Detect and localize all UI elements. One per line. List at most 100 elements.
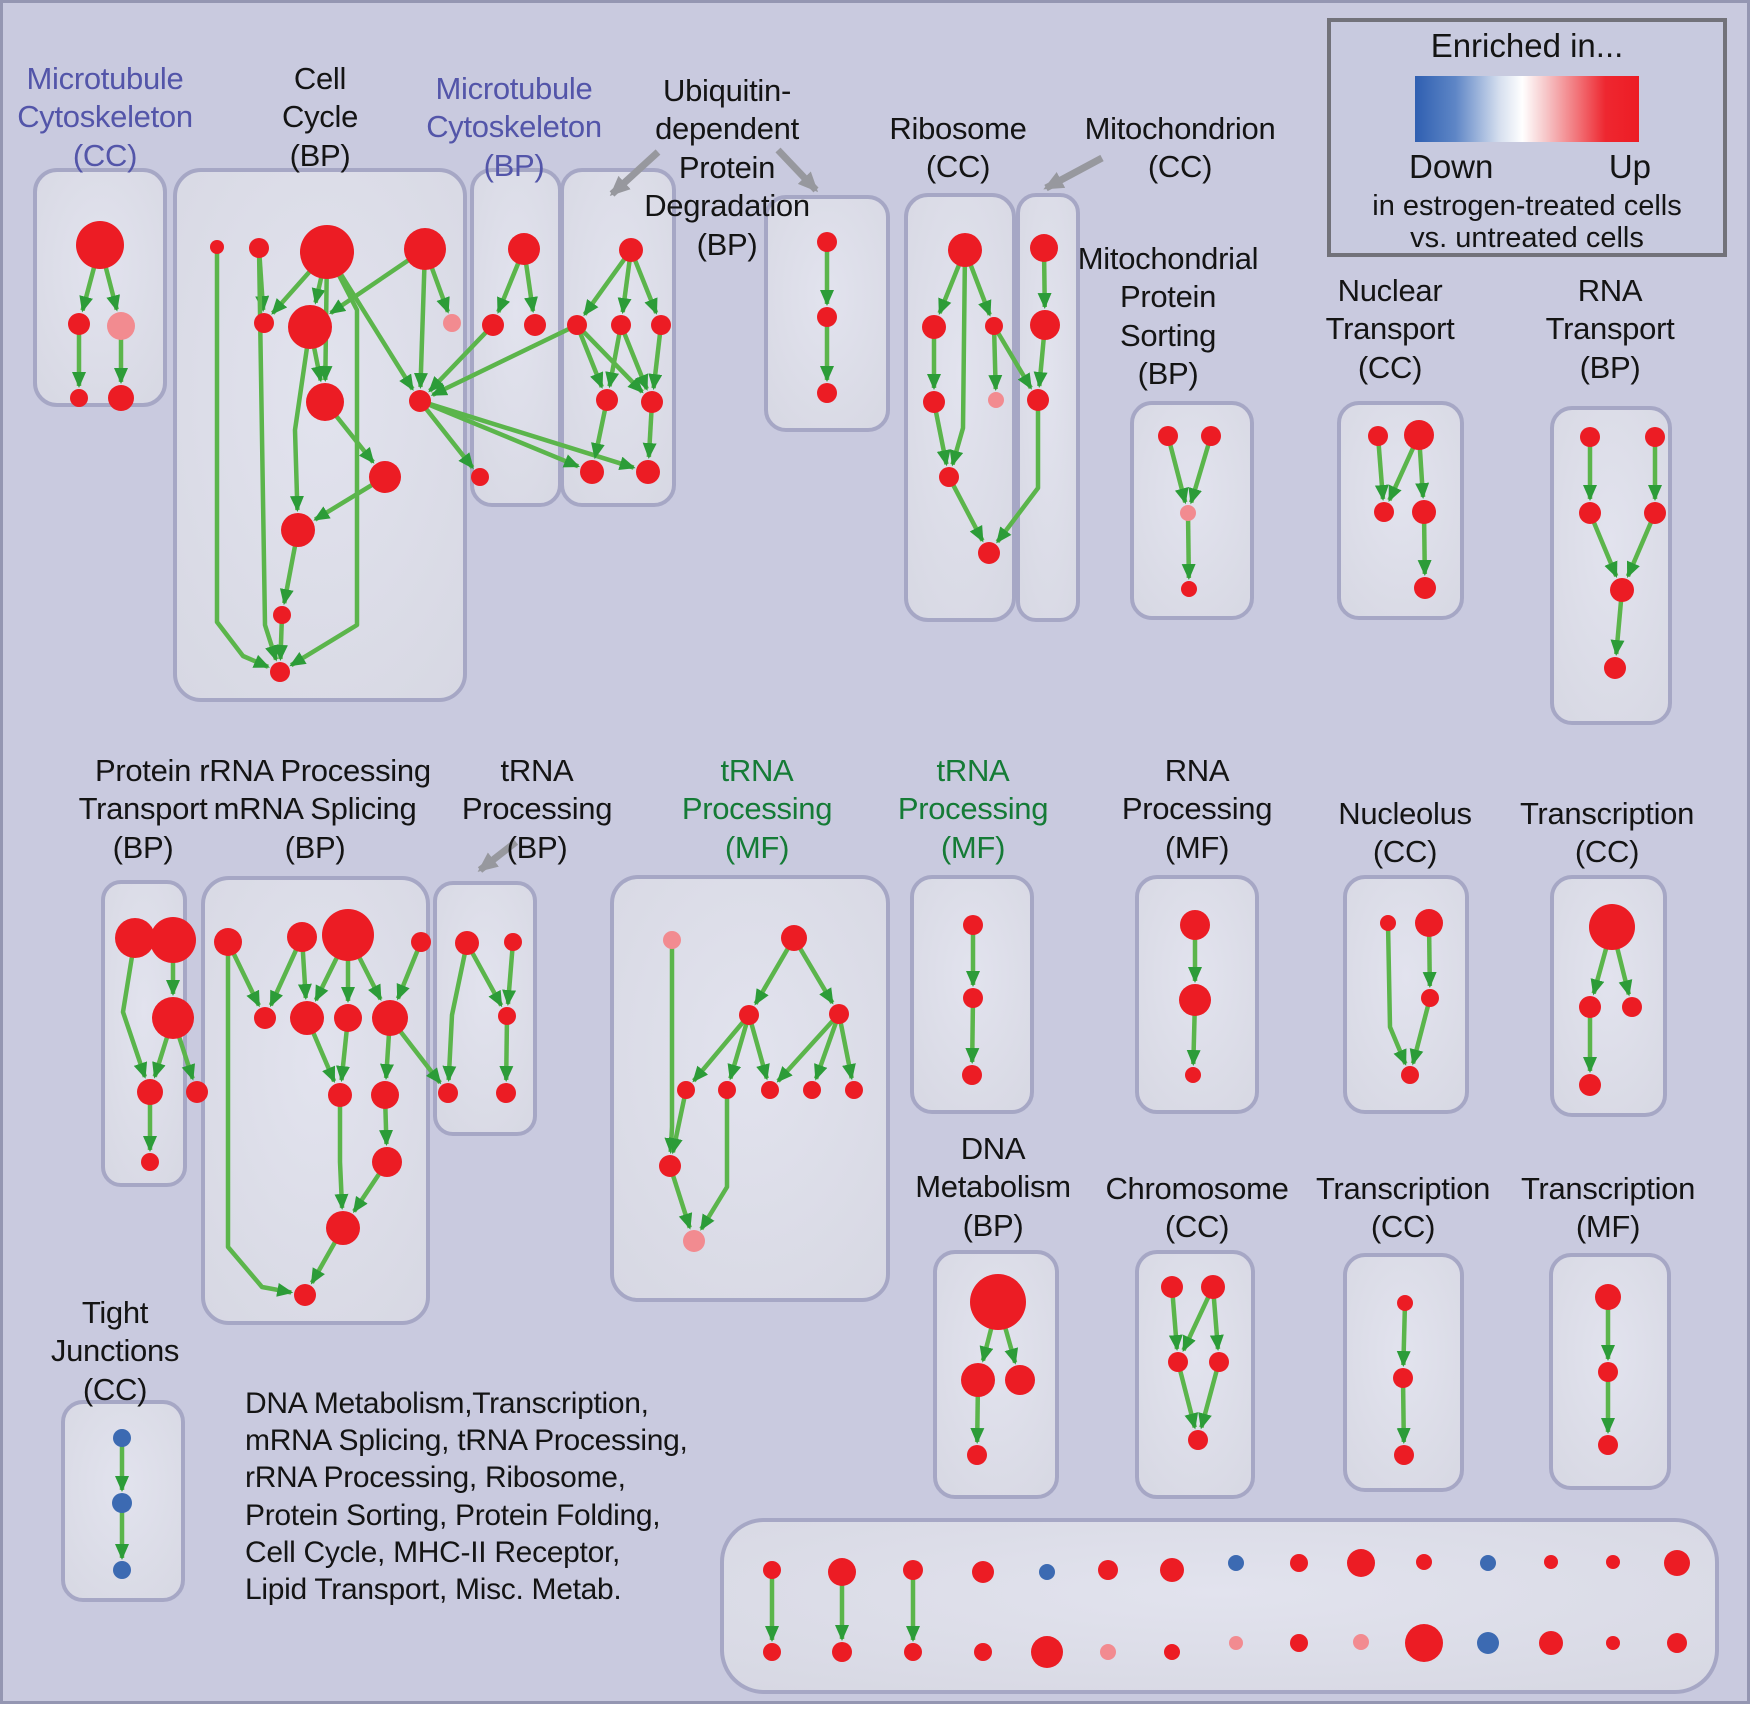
node-cc_p (443, 314, 461, 332)
edge (1168, 1295, 1183, 1352)
group-nodes (68, 221, 1690, 1668)
node-mi_m (1030, 310, 1060, 340)
edge (1037, 259, 1052, 310)
label-chromosome: Chromosome (CC) (1105, 1171, 1289, 1245)
edge (933, 410, 951, 467)
node-rb_r (985, 317, 1003, 335)
node-ms4 (1181, 581, 1197, 597)
label-mt-cc: Microtubule Cytoskeleton (CC) (17, 61, 193, 173)
node-tj2 (112, 1493, 132, 1513)
edge (1409, 1004, 1431, 1066)
node-mtcc3 (107, 312, 135, 340)
node-tm_l (739, 1005, 759, 1025)
node-wt2 (828, 1558, 856, 1586)
node-wt15 (1664, 1550, 1690, 1576)
edge (1177, 1369, 1199, 1430)
edge (1188, 443, 1211, 505)
node-ub_m1 (567, 315, 587, 335)
edge (268, 947, 299, 1008)
node-wb7 (1164, 1644, 1180, 1660)
node-cc_t4 (404, 228, 446, 270)
edge (120, 955, 148, 1079)
node-ms1 (1158, 426, 1178, 446)
label-rrna-processing: rRNA Processing mRNA Splicing (BP) (199, 753, 431, 865)
node-pt6 (141, 1153, 159, 1171)
node-tm_t (781, 925, 807, 951)
box-chromosome-box (1135, 1250, 1255, 1499)
node-sm1 (963, 915, 983, 935)
edge (1167, 443, 1189, 505)
label-transcription-cc-2: Transcription (CC) (1315, 1171, 1491, 1245)
label-mt-bp: Microtubule Cytoskeleton (BP) (426, 71, 602, 183)
edge (270, 269, 313, 315)
node-tb_k4 (438, 1083, 458, 1103)
node-wb12 (1477, 1632, 1499, 1654)
node-wb2 (832, 1642, 852, 1662)
edge (311, 275, 326, 305)
label-transcription-mf: Transcription (MF) (1520, 1171, 1696, 1245)
node-mt_b4 (471, 468, 489, 486)
label-dna-metabolism: DNA Metabolism (BP) (915, 1131, 1071, 1243)
node-rb_v (939, 467, 959, 487)
node-pt4 (137, 1079, 163, 1105)
label-trna-mf-2: tRNA Processing (MF) (897, 753, 1049, 865)
node-ch1 (1161, 1276, 1183, 1298)
node-tj3 (113, 1561, 131, 1579)
box-mt-cc-box (33, 168, 167, 407)
edge (313, 955, 340, 1002)
edge (648, 332, 663, 391)
box-cell-cycle-box (173, 168, 467, 702)
edge (617, 259, 632, 315)
label-rna-transport: RNA Transport (BP) (1545, 273, 1675, 385)
node-cc_g (270, 662, 290, 682)
edge (333, 413, 375, 464)
node-tb_k3 (498, 1007, 516, 1025)
node-wt3 (903, 1560, 923, 1580)
edge (496, 261, 521, 314)
box-dna-met-box (933, 1250, 1059, 1499)
edge (1396, 1385, 1411, 1445)
node-cc_c (306, 383, 344, 421)
node-tm_a (659, 1155, 681, 1177)
pointer-arrow-to-mito-box (1043, 154, 1104, 192)
node-v3 (817, 383, 837, 403)
node-ms3 (1180, 505, 1196, 521)
node-tc1 (1589, 904, 1635, 950)
edge (1002, 1326, 1019, 1365)
edge (691, 1019, 746, 1083)
node-tm_b2 (718, 1081, 736, 1099)
node-wb9 (1290, 1634, 1308, 1652)
node-mi_t (1030, 234, 1058, 262)
node-tm_b1 (677, 1081, 695, 1099)
node-rt4 (1644, 502, 1666, 524)
node-nt2 (1404, 420, 1434, 450)
node-wb3 (904, 1643, 922, 1661)
node-rr_h1 (254, 1007, 276, 1029)
node-wt5 (1039, 1564, 1055, 1580)
node-rr_h2 (290, 1001, 324, 1035)
node-mtcc2 (68, 313, 90, 335)
node-rr_g3 (322, 909, 374, 961)
pointer-arrow-to-ub-box2 (775, 147, 819, 193)
edge (231, 951, 261, 1008)
edge (352, 1171, 382, 1214)
edge (313, 482, 375, 522)
node-nu2 (1415, 909, 1443, 937)
edge (580, 329, 644, 394)
edge (214, 252, 270, 669)
node-rb_ll (923, 391, 945, 413)
node-rt3 (1579, 502, 1601, 524)
node-v2 (817, 307, 837, 327)
legend-subtitle-1: in estrogen-treated cells (1372, 190, 1682, 222)
node-ms2 (1201, 426, 1221, 446)
node-cc_t3 (300, 225, 354, 279)
node-wb15 (1667, 1633, 1687, 1653)
node-ub_r1 (596, 389, 618, 411)
node-rr_g4 (411, 932, 431, 952)
node-wt11 (1416, 1554, 1432, 1570)
box-mito-box (1016, 193, 1080, 622)
edge (949, 264, 968, 467)
node-ch4 (1209, 1352, 1229, 1372)
node-nt1 (1368, 426, 1388, 446)
